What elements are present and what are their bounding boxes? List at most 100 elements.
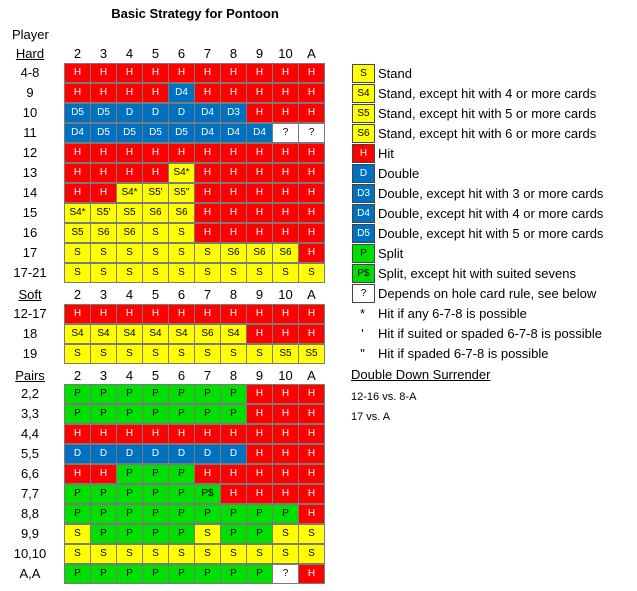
strategy-cell: P [246, 504, 273, 524]
strategy-cell: S [142, 544, 169, 564]
strategy-cell: S [168, 544, 195, 564]
strategy-cell: H [272, 103, 299, 123]
note-symbol: ' [361, 326, 364, 341]
strategy-cell: D4 [220, 123, 247, 143]
strategy-cell: H [220, 63, 247, 83]
strategy-cell: H [246, 484, 273, 504]
strategy-cell: H [194, 83, 221, 103]
strategy-cell: H [246, 464, 273, 484]
strategy-cell: D [64, 444, 91, 464]
strategy-cell: D [168, 444, 195, 464]
strategy-cell: H [194, 203, 221, 223]
legend-swatch: D [352, 164, 375, 183]
strategy-cell: H [220, 163, 247, 183]
strategy-cell: S [116, 344, 143, 364]
legend-swatch: D5 [352, 224, 375, 243]
strategy-cell: P [168, 564, 195, 584]
strategy-cell: P [64, 504, 91, 524]
strategy-cell: H [90, 183, 117, 203]
strategy-cell: H [246, 203, 273, 223]
dealer-card-header: 5 [151, 368, 160, 383]
strategy-cell: H [64, 63, 91, 83]
strategy-cell: S [194, 263, 221, 283]
strategy-cell: H [194, 223, 221, 243]
legend-swatch: S5 [352, 104, 375, 123]
strategy-cell: S5' [142, 183, 169, 203]
strategy-cell: H [220, 464, 247, 484]
strategy-cell: D4 [168, 83, 195, 103]
strategy-cell: H [298, 324, 325, 344]
player-hand-label: 8,8 [20, 506, 40, 521]
player-hand-label: 4-8 [20, 65, 40, 80]
strategy-cell: D5 [90, 123, 117, 143]
strategy-cell: ? [272, 564, 299, 584]
player-hand-label: 10 [22, 105, 38, 120]
strategy-cell: H [246, 424, 273, 444]
strategy-cell: D4 [194, 103, 221, 123]
strategy-cell: P [116, 504, 143, 524]
dealer-card-header: 7 [203, 287, 212, 302]
dealer-card-header: 10 [278, 368, 293, 383]
strategy-cell: H [64, 464, 91, 484]
strategy-cell: H [168, 424, 195, 444]
strategy-cell: S [168, 344, 195, 364]
strategy-cell: H [272, 63, 299, 83]
strategy-cell: S [90, 344, 117, 364]
strategy-cell: S5' [90, 203, 117, 223]
strategy-cell: H [142, 83, 169, 103]
dealer-card-header: 10 [278, 46, 293, 61]
strategy-cell: S [246, 344, 273, 364]
player-hand-label: 13 [22, 165, 38, 180]
strategy-cell: H [272, 304, 299, 324]
player-hand-label: 12 [22, 145, 38, 160]
strategy-cell: S [220, 544, 247, 564]
strategy-cell: P [142, 464, 169, 484]
strategy-cell: H [64, 304, 91, 324]
strategy-cell: H [116, 83, 143, 103]
strategy-cell: H [298, 404, 325, 424]
legend-text: Stand, except hit with 5 or more cards [378, 106, 597, 121]
strategy-cell: S [116, 544, 143, 564]
dealer-card-header: 6 [177, 368, 186, 383]
strategy-cell: H [142, 163, 169, 183]
strategy-cell: S [90, 544, 117, 564]
strategy-cell: H [272, 324, 299, 344]
strategy-cell: S [194, 344, 221, 364]
strategy-cell: P [220, 524, 247, 544]
strategy-cell: S4* [116, 183, 143, 203]
strategy-cell: S6 [246, 243, 273, 263]
player-hand-label: 6,6 [20, 466, 40, 481]
strategy-cell: H [168, 63, 195, 83]
strategy-cell: H [272, 384, 299, 404]
strategy-cell: H [246, 163, 273, 183]
strategy-cell: S6 [116, 223, 143, 243]
note-symbol: " [360, 346, 365, 361]
strategy-cell: P [168, 504, 195, 524]
strategy-cell: H [272, 444, 299, 464]
strategy-cell: P [246, 564, 273, 584]
strategy-cell: P [194, 504, 221, 524]
note-symbol: * [359, 306, 366, 321]
strategy-cell: P [116, 564, 143, 584]
strategy-cell: P [142, 484, 169, 504]
strategy-cell: H [116, 63, 143, 83]
legend-text: Stand, except hit with 4 or more cards [378, 86, 597, 101]
strategy-cell: H [298, 504, 325, 524]
dealer-card-header: 2 [73, 46, 82, 61]
section-label-hard: Hard [15, 46, 45, 61]
strategy-cell: P [64, 564, 91, 584]
strategy-cell: H [116, 424, 143, 444]
strategy-cell: H [116, 304, 143, 324]
strategy-cell: P [90, 564, 117, 584]
strategy-cell: S [246, 263, 273, 283]
strategy-cell: H [142, 304, 169, 324]
strategy-cell: S6 [168, 203, 195, 223]
strategy-cell: S4 [220, 324, 247, 344]
strategy-cell: H [194, 183, 221, 203]
strategy-cell: H [272, 464, 299, 484]
dealer-card-header: 8 [229, 368, 238, 383]
note-text: Hit if spaded 6-7-8 is possible [378, 346, 549, 361]
strategy-cell: S4* [168, 163, 195, 183]
strategy-cell: H [64, 83, 91, 103]
legend-text: Double, except hit with 3 or more cards [378, 186, 604, 201]
